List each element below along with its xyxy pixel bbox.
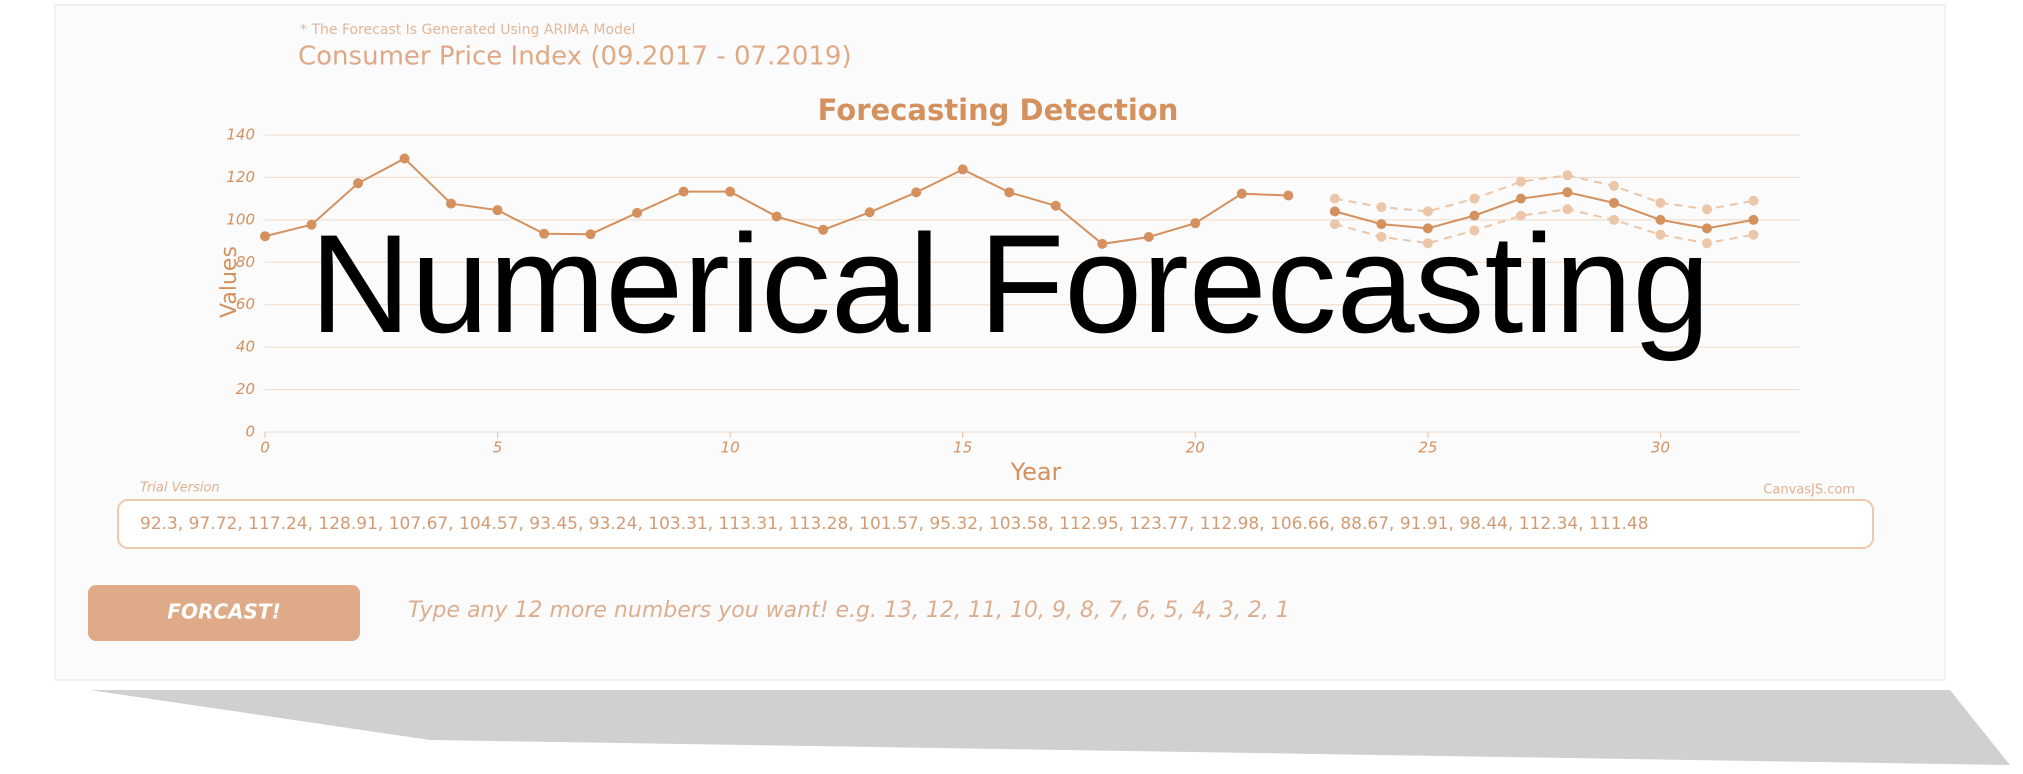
data-point xyxy=(1748,229,1759,240)
data-point xyxy=(1515,210,1526,221)
data-point xyxy=(911,187,922,198)
data-point xyxy=(864,207,875,218)
data-point xyxy=(1422,206,1433,217)
data-point xyxy=(1376,202,1387,213)
data-point xyxy=(1608,180,1619,191)
card xyxy=(54,4,1946,681)
x-tick-label: 30 xyxy=(1651,439,1670,457)
data-point xyxy=(399,153,410,164)
data-point xyxy=(1329,193,1340,204)
data-point xyxy=(678,186,689,197)
data-point xyxy=(1004,187,1015,198)
data-point xyxy=(1469,225,1480,236)
data-point xyxy=(632,207,643,218)
series-line xyxy=(1334,191,1754,230)
data-point xyxy=(1562,187,1573,198)
shadow xyxy=(90,690,2010,765)
overlay-title: Numerical Forecasting xyxy=(310,205,1710,362)
data-point xyxy=(1655,197,1666,208)
data-point xyxy=(1190,218,1201,229)
data-point xyxy=(446,198,457,209)
data-point xyxy=(1050,200,1061,211)
data-point xyxy=(353,178,364,189)
y-tick-label: 120 xyxy=(226,168,255,186)
trial-label: Trial Version xyxy=(140,481,220,496)
data-point xyxy=(260,231,270,242)
x-tick-label: 5 xyxy=(493,439,503,457)
data-point xyxy=(1236,188,1247,199)
y-tick-label: 20 xyxy=(236,380,255,398)
chart-title: Forecasting Detection xyxy=(818,93,1179,127)
y-tick-label: 0 xyxy=(245,423,255,441)
note: * The Forecast Is Generated Using ARIMA … xyxy=(300,22,635,38)
data-point xyxy=(1701,223,1712,234)
x-tick-label: 20 xyxy=(1186,439,1205,457)
data-point xyxy=(1469,210,1480,221)
data-point xyxy=(1562,170,1573,181)
data-point xyxy=(1143,232,1154,243)
data-point xyxy=(1422,223,1433,234)
data-point xyxy=(1655,229,1666,240)
y-tick-label: 60 xyxy=(236,295,255,313)
y-tick-label: 100 xyxy=(226,210,255,228)
y-tick-label: 40 xyxy=(236,338,255,356)
data-point xyxy=(1748,214,1759,225)
data-point xyxy=(1515,193,1526,204)
page-title: Consumer Price Index (09.2017 - 07.2019) xyxy=(298,42,852,72)
data-point xyxy=(492,205,503,216)
data-point xyxy=(1748,195,1759,206)
data-point xyxy=(1376,219,1387,230)
forecast-button[interactable] xyxy=(88,585,360,641)
data-point xyxy=(1515,176,1526,187)
input-value: 92.3, 97.72, 117.24, 128.91, 107.67, 104… xyxy=(140,514,1649,534)
y-axis-label: Values xyxy=(217,246,242,318)
data-point xyxy=(1655,214,1666,225)
data-point xyxy=(306,219,317,230)
data-point xyxy=(1376,231,1387,242)
button-label: FORCAST! xyxy=(167,600,280,624)
data-point xyxy=(1701,204,1712,215)
data-point xyxy=(585,229,596,240)
y-tick-label: 140 xyxy=(226,126,255,144)
plot: 0 20 40 60 80 100 120 140 0 5 10 15 20 25 30 xyxy=(226,126,1800,457)
data-point xyxy=(1422,238,1433,249)
data-point xyxy=(957,164,968,175)
data-point xyxy=(1097,238,1108,249)
data-point xyxy=(1283,190,1294,201)
x-tick-label: 25 xyxy=(1418,439,1437,457)
data-point xyxy=(1562,204,1573,215)
data-point xyxy=(1469,193,1480,204)
credit: CanvasJS.com xyxy=(1763,483,1855,498)
hint: Type any 12 more numbers you want! e.g. … xyxy=(408,598,1290,623)
data-point xyxy=(1608,197,1619,208)
data-point xyxy=(818,224,829,235)
x-tick-label: 0 xyxy=(260,439,270,457)
data-point xyxy=(1701,238,1712,249)
x-tick-label: 10 xyxy=(721,439,740,457)
numbers-input[interactable] xyxy=(117,499,1874,549)
data-point xyxy=(539,228,550,239)
data-point xyxy=(771,211,782,222)
y-tick-label: 80 xyxy=(236,253,255,271)
series-line xyxy=(1334,174,1754,213)
data-point xyxy=(725,186,736,197)
x-tick-label: 15 xyxy=(953,439,972,457)
data-point xyxy=(1329,219,1340,230)
x-axis-label: Year xyxy=(1010,458,1062,486)
data-point xyxy=(1608,214,1619,225)
series-line xyxy=(1334,208,1754,245)
data-point xyxy=(1329,206,1340,217)
